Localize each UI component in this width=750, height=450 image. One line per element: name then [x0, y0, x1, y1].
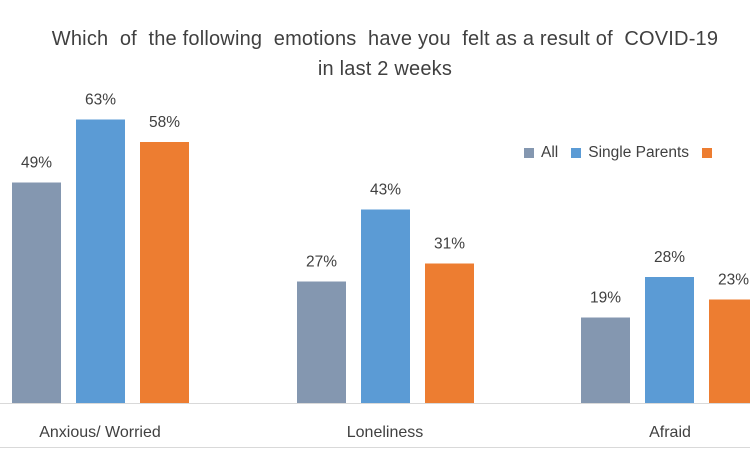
bar-single-parents-afraid: [645, 277, 694, 403]
chart-bottom-border: [0, 447, 750, 448]
legend-swatch-all: [524, 148, 534, 158]
bar-series-3-loneliness: [425, 263, 474, 403]
category-label-anxious-worried: Anxious/ Worried: [39, 424, 161, 441]
legend-swatch-single-parents: [571, 148, 582, 158]
bar-single-parents-anxious-worried: [76, 119, 125, 403]
legend-label-single-parents: Single Parents: [588, 144, 690, 161]
data-label-series-3-anxious-worried: 58%: [149, 114, 180, 131]
legend-label-all: All: [541, 144, 559, 161]
data-label-all-afraid: 19%: [590, 290, 621, 307]
bar-series-3-anxious-worried: [140, 142, 189, 403]
bar-single-parents-loneliness: [361, 209, 410, 403]
legend-item-all: All: [524, 144, 558, 162]
category-label-afraid: Afraid: [649, 424, 691, 441]
bar-all-loneliness: [297, 281, 346, 403]
chart-title-line-2: in last 2 weeks: [317, 58, 453, 80]
legend-item-third-series: [702, 148, 719, 158]
legend-swatch-third-series: [702, 148, 713, 158]
legend: All Single Parents: [524, 144, 732, 162]
bar-all-afraid: [581, 317, 630, 403]
data-label-single-parents-loneliness: 43%: [370, 182, 401, 199]
legend-item-single-parents: Single Parents: [571, 144, 689, 162]
data-label-single-parents-afraid: 28%: [654, 249, 685, 266]
chart-title: Which of the following emotions have you…: [0, 24, 750, 84]
chart-title-line-1: Which of the following emotions have you…: [51, 28, 719, 50]
bar-all-anxious-worried: [12, 182, 61, 403]
data-label-series-3-loneliness: 31%: [434, 236, 465, 253]
data-label-all-anxious-worried: 49%: [21, 155, 52, 172]
data-label-series-3-afraid: 23%: [718, 272, 749, 289]
bar-series-3-afraid: [709, 299, 750, 403]
category-label-loneliness: Loneliness: [347, 424, 424, 441]
data-label-all-loneliness: 27%: [306, 254, 337, 271]
data-label-single-parents-anxious-worried: 63%: [85, 92, 116, 109]
